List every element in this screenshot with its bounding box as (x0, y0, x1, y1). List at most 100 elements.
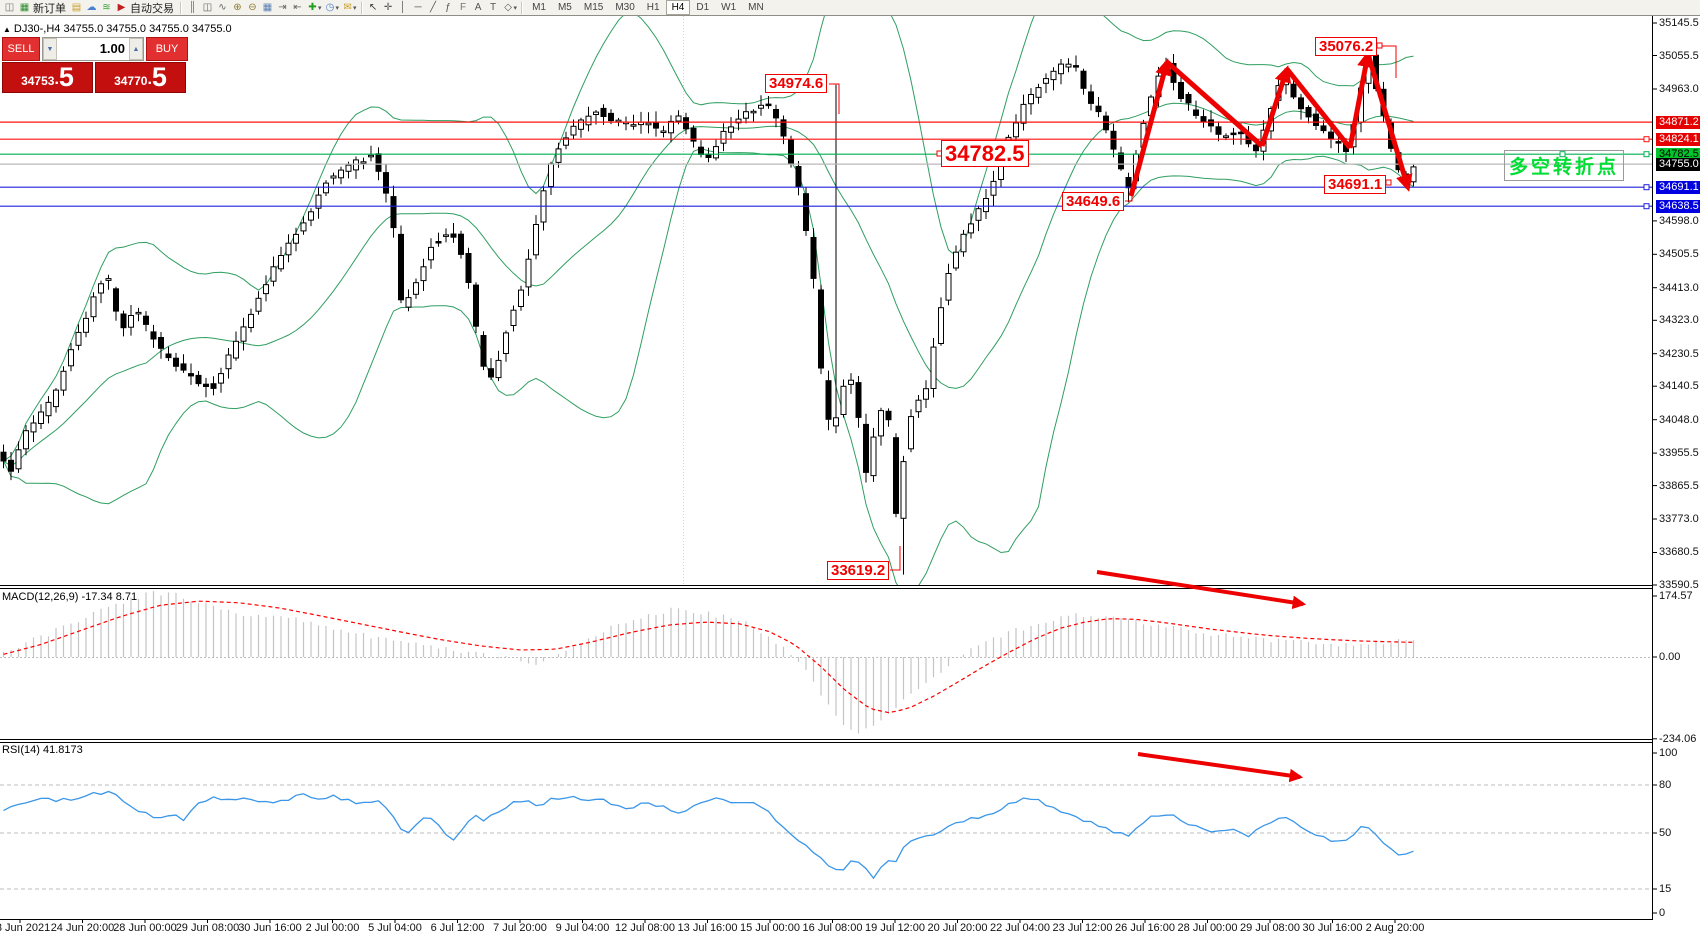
time-axis-label: 2 Aug 20:00 (1365, 922, 1425, 934)
rsi-axis-tick: 0 (1659, 907, 1666, 919)
fibo-channel-icon[interactable]: F (459, 2, 467, 13)
new-order-icon[interactable]: ▦ (19, 2, 30, 13)
rsi-axis-tick: 15 (1659, 883, 1672, 895)
shapes-icon-dropdown[interactable]: ▾ (513, 4, 518, 12)
timeframe-button-w1[interactable]: W1 (721, 2, 737, 13)
timeframe-button-h1[interactable]: H1 (646, 2, 660, 13)
tile-windows-icon[interactable]: ▦ (262, 2, 273, 13)
hline-icon[interactable]: ─ (414, 2, 422, 13)
price-axis-tick: 34230.5 (1659, 347, 1699, 360)
price-annotation-34691.1: 34691.1 (1324, 175, 1387, 195)
zoom-in-icon[interactable]: ⊕ (233, 2, 242, 13)
templates-icon[interactable]: ✉ (343, 2, 352, 13)
shapes-icon[interactable]: ◇ (504, 2, 512, 13)
price-trend-arrow (1347, 50, 1374, 149)
rsi-indicator-label: RSI(14) 41.8173 (2, 744, 83, 756)
rsi-pane (0, 784, 1652, 890)
price-trend-arrow (1165, 60, 1264, 148)
cursor-icon[interactable]: ↖ (368, 2, 378, 13)
time-axis-label: 29 Jun 08:00 (175, 922, 240, 934)
macd-trend-arrow (1096, 570, 1307, 610)
periods-icon[interactable]: ◷ (325, 2, 335, 13)
price-axis-tick: 33773.0 (1659, 513, 1699, 526)
rsi-axis-tick: 100 (1659, 747, 1678, 759)
timeframe-button-m30[interactable]: M30 (615, 2, 635, 13)
timeframe-button-d1[interactable]: D1 (696, 2, 710, 13)
sell-button[interactable]: SELL (2, 37, 40, 61)
text-icon[interactable]: A (474, 2, 482, 13)
auto-scroll-icon[interactable]: ⇥ (278, 2, 287, 13)
timeframe-button-m15[interactable]: M15 (583, 2, 604, 13)
time-axis-label: 24 Jun 20:00 (50, 922, 115, 934)
price-axis-tick: 34323.0 (1659, 314, 1699, 327)
indicators-icon-dropdown[interactable]: ▾ (318, 4, 322, 12)
crosshair-icon[interactable]: ✛ (383, 2, 393, 13)
toolbar-separator (180, 1, 182, 14)
candlestick-icon[interactable]: ◫ (202, 2, 213, 13)
line-chart-icon[interactable]: ∿ (218, 2, 227, 13)
rsi-trend-arrow (1137, 752, 1304, 783)
account-icon[interactable]: ☁ (86, 2, 97, 13)
gold-icon[interactable]: ▤ (71, 2, 82, 13)
timeframe-button-m5[interactable]: M5 (557, 2, 572, 13)
macd-axis-tick: -234.06 (1659, 732, 1697, 745)
price-axis-tick: 33955.5 (1659, 447, 1699, 460)
macd-axis-tick: 174.57 (1659, 590, 1693, 602)
price-badge-34638.5: 34638.5 (1656, 199, 1700, 213)
macd-signal-line (3, 600, 1414, 714)
auto-trading-icon[interactable]: ▶ (117, 2, 126, 13)
time-axis-label: 9 Jul 04:00 (555, 922, 610, 934)
auto-trading-button[interactable]: 自动交易 (130, 2, 174, 15)
new-order-button[interactable]: 新订单 (33, 2, 66, 15)
time-axis-label: 15 Jul 00:00 (740, 922, 800, 934)
chart-window-icon[interactable]: ◫ (4, 2, 15, 13)
bid-price[interactable]: 34753. 5 (2, 62, 93, 93)
time-axis-label: 28 Jun 00:00 (113, 922, 177, 934)
time-axis-label: 19 Jul 12:00 (865, 922, 925, 934)
price-axis-tick: 35145.5 (1659, 17, 1699, 29)
line-handle (1643, 203, 1650, 210)
timeframe-button-mn[interactable]: MN (748, 2, 764, 13)
macd-axis-tick: 0.00 (1659, 651, 1681, 663)
price-badge-34871.2: 34871.2 (1656, 115, 1700, 129)
price-badge-34691.1: 34691.1 (1656, 180, 1700, 194)
volume-spinner: ▼ 1.00 ▲ (42, 37, 144, 61)
price-trend-arrow (1259, 65, 1292, 147)
bid-main-digits: 34753 (21, 74, 55, 88)
trendline-icon[interactable]: ╱ (430, 2, 437, 13)
time-axis-label: 30 Jun 16:00 (238, 922, 302, 934)
bollinger-lower-band (3, 147, 1414, 585)
line-handle (1643, 184, 1650, 191)
price-axis-tick: 34963.0 (1659, 82, 1699, 95)
time-axis-label: 23 Jun 2021 (0, 922, 51, 934)
time-axis-label: 30 Jul 16:00 (1302, 922, 1363, 934)
label-icon[interactable]: T (489, 2, 497, 13)
signal-icon[interactable]: ≋ (102, 2, 111, 13)
templates-icon-dropdown[interactable]: ▾ (353, 4, 357, 12)
periods-icon-dropdown[interactable]: ▾ (335, 4, 340, 12)
zoom-out-icon[interactable]: ⊖ (248, 2, 257, 13)
bar-chart-icon[interactable]: ║ (188, 2, 197, 13)
timeframe-button-h4[interactable]: H4 (665, 0, 691, 15)
symbol-marker-icon: ▲ (3, 25, 11, 34)
ask-price[interactable]: 34770. 5 (95, 62, 186, 93)
toolbar: ◫ ▦ 新订单 ▤ ☁ ≋ ▶ 自动交易 ║ ◫ ∿ ⊕ ⊖ ▦ ⇥ ⇤ ✚ ▾ ◷ ▾ ✉ ▾ ↖ ✛ │ ─ ╱ ƒ F A T ◇ ▾… (0, 0, 1700, 16)
time-axis-label: 16 Jul 08:00 (802, 922, 863, 934)
buy-button[interactable]: BUY (146, 37, 188, 61)
vline-icon[interactable]: │ (399, 2, 407, 13)
fibonacci-icon[interactable]: ƒ (445, 2, 451, 13)
candlestick-series (0, 16, 1417, 585)
volume-input[interactable]: 1.00 (99, 41, 125, 56)
timeframe-button-m1[interactable]: M1 (532, 2, 546, 13)
price-axis-tick: 34140.5 (1659, 380, 1699, 393)
price-trend-arrow (1285, 67, 1352, 150)
indicators-icon[interactable]: ✚ (308, 2, 317, 13)
volume-increase-button[interactable]: ▲ (129, 38, 143, 60)
ask-main-digits: 34770 (114, 74, 148, 88)
price-badge-34782.5: 34782.5 (1656, 147, 1700, 161)
time-axis-label: 23 Jul 12:00 (1052, 922, 1113, 934)
volume-decrease-button[interactable]: ▼ (43, 38, 57, 60)
chart-shift-icon[interactable]: ⇤ (293, 2, 302, 13)
rsi-line (3, 790, 1414, 880)
